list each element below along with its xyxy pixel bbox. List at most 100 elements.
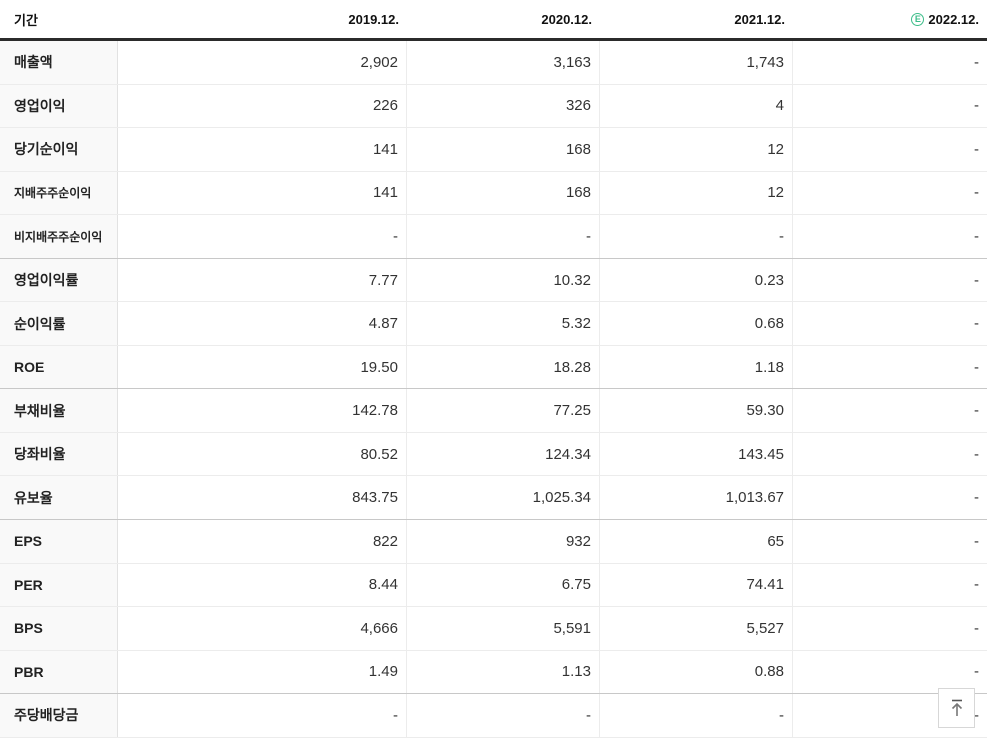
- cell-value: 18.28: [407, 345, 600, 389]
- cell-value: 141: [118, 128, 407, 171]
- row-label: 순이익률: [0, 302, 118, 345]
- cell-value: -: [974, 706, 979, 724]
- column-header-2019: 2019.12.: [348, 11, 399, 27]
- cell-value: 0.88: [600, 650, 793, 694]
- cell-value: 226: [118, 84, 407, 128]
- cell-value: 5,527: [600, 607, 793, 650]
- cell-value: 168: [407, 171, 600, 215]
- cell-value: 4.87: [118, 302, 407, 345]
- table-row: 당기순이익 141 168 12 -: [0, 128, 987, 172]
- row-label: 지배주주순이익: [0, 171, 118, 215]
- cell-value: -: [974, 97, 979, 115]
- cell-value: 0.68: [600, 302, 793, 345]
- table-row: 지배주주순이익 141 168 12 -: [0, 171, 987, 216]
- table-row: EPS 822 932 65 -: [0, 520, 987, 564]
- cell-value: 1,013.67: [600, 476, 793, 520]
- row-label: 부채비율: [0, 389, 118, 432]
- cell-value: -: [407, 215, 600, 258]
- cell-value: 12: [600, 171, 793, 215]
- cell-value: -: [974, 53, 979, 71]
- cell-value: -: [974, 576, 979, 594]
- row-label: 영업이익률: [0, 258, 118, 302]
- row-label: PBR: [0, 650, 118, 694]
- cell-value: 1,743: [600, 41, 793, 84]
- table-row: BPS 4,666 5,591 5,527 -: [0, 607, 987, 651]
- cell-value: 0.23: [600, 258, 793, 302]
- row-label: ROE: [0, 345, 118, 389]
- cell-value: -: [974, 358, 979, 376]
- table-row: 부채비율 142.78 77.25 59.30 -: [0, 389, 987, 433]
- cell-value: 74.41: [600, 563, 793, 607]
- cell-value: -: [118, 215, 407, 258]
- cell-value: 7.77: [118, 258, 407, 302]
- row-label: 당좌비율: [0, 432, 118, 476]
- cell-value: 2,902: [118, 41, 407, 84]
- table-row: PBR 1.49 1.13 0.88 -: [0, 650, 987, 695]
- scroll-to-top-button[interactable]: [938, 688, 975, 728]
- cell-value: 142.78: [118, 389, 407, 432]
- cell-value: -: [974, 315, 979, 333]
- cell-value: -: [118, 694, 407, 737]
- cell-value: 5,591: [407, 607, 600, 650]
- cell-value: -: [974, 663, 979, 681]
- cell-value: 77.25: [407, 389, 600, 432]
- column-header-2022-estimate: E 2022.12.: [793, 12, 987, 27]
- column-header-label: 2022.12.: [928, 11, 979, 27]
- cell-value: 1.18: [600, 345, 793, 389]
- table-row: ROE 19.50 18.28 1.18 -: [0, 345, 987, 390]
- cell-value: 843.75: [118, 476, 407, 520]
- table-row: 비지배주주순이익 - - - -: [0, 215, 987, 259]
- cell-value: -: [974, 402, 979, 420]
- period-header: 기간: [14, 12, 38, 28]
- cell-value: -: [974, 532, 979, 550]
- cell-value: 932: [407, 520, 600, 563]
- cell-value: -: [974, 140, 979, 158]
- column-header-2020: 2020.12.: [541, 11, 592, 27]
- row-label: 유보율: [0, 476, 118, 520]
- cell-value: 1.13: [407, 650, 600, 694]
- cell-value: 822: [118, 520, 407, 563]
- cell-value: -: [600, 215, 793, 258]
- cell-value: 10.32: [407, 258, 600, 302]
- table-row: 순이익률 4.87 5.32 0.68 -: [0, 302, 987, 346]
- row-label: BPS: [0, 607, 118, 650]
- table-row: 당좌비율 80.52 124.34 143.45 -: [0, 432, 987, 477]
- cell-value: 124.34: [407, 432, 600, 476]
- row-label: 주당배당금: [0, 694, 118, 737]
- cell-value: 168: [407, 128, 600, 171]
- row-label: 비지배주주순이익: [0, 215, 118, 258]
- cell-value: 143.45: [600, 432, 793, 476]
- cell-value: -: [974, 184, 979, 202]
- cell-value: 5.32: [407, 302, 600, 345]
- cell-value: 1.49: [118, 650, 407, 694]
- arrow-up-to-top-icon: [951, 699, 962, 716]
- cell-value: 19.50: [118, 345, 407, 389]
- table-header-row: 기간 2019.12. 2020.12. 2021.12. E 2022.12.: [0, 0, 987, 41]
- cell-value: -: [600, 694, 793, 737]
- cell-value: 65: [600, 520, 793, 563]
- table-body: 매출액 2,902 3,163 1,743 - 영업이익 226 326 4 -…: [0, 41, 987, 738]
- cell-value: 12: [600, 128, 793, 171]
- table-row: PER 8.44 6.75 74.41 -: [0, 563, 987, 608]
- table-row: 주당배당금 - - - -: [0, 694, 987, 738]
- cell-value: 59.30: [600, 389, 793, 432]
- cell-value: -: [974, 227, 979, 245]
- row-label: EPS: [0, 520, 118, 563]
- table-row: 유보율 843.75 1,025.34 1,013.67 -: [0, 476, 987, 521]
- cell-value: 3,163: [407, 41, 600, 84]
- cell-value: -: [974, 619, 979, 637]
- column-header-2021: 2021.12.: [734, 11, 785, 27]
- table-row: 매출액 2,902 3,163 1,743 -: [0, 41, 987, 85]
- cell-value: 326: [407, 84, 600, 128]
- table-row: 영업이익률 7.77 10.32 0.23 -: [0, 258, 987, 303]
- cell-value: 1,025.34: [407, 476, 600, 520]
- cell-value: 8.44: [118, 563, 407, 607]
- row-label: 당기순이익: [0, 128, 118, 171]
- cell-value: 4,666: [118, 607, 407, 650]
- cell-value: -: [974, 489, 979, 507]
- estimate-icon: E: [911, 12, 925, 26]
- cell-value: 6.75: [407, 563, 600, 607]
- cell-value: -: [407, 694, 600, 737]
- cell-value: 4: [600, 84, 793, 128]
- cell-value: 80.52: [118, 432, 407, 476]
